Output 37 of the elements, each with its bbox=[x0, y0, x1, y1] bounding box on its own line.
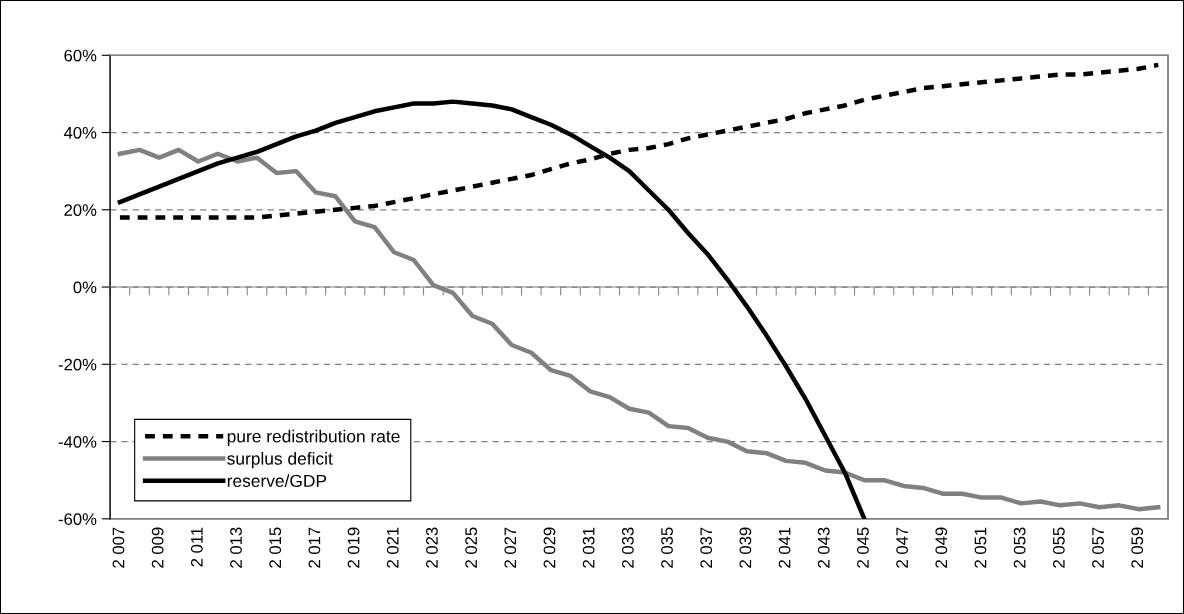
x-tick-label: 2 035 bbox=[661, 527, 673, 568]
x-tick-label: 2 025 bbox=[465, 527, 478, 568]
x-tick-label: 2 017 bbox=[308, 527, 321, 568]
x-tick-label: 2 037 bbox=[700, 527, 713, 568]
y-tick-label: 60% bbox=[64, 49, 97, 62]
x-tick-label: 2 023 bbox=[426, 527, 438, 568]
x-tick-label: 2 051 bbox=[974, 527, 987, 568]
x-tick-label: 2 043 bbox=[817, 527, 830, 568]
x-tick-label: 2 055 bbox=[1052, 527, 1065, 568]
x-tick-label: 2 027 bbox=[504, 527, 517, 568]
x-tick-label: 2 057 bbox=[1092, 527, 1104, 568]
x-tick-label: 2 039 bbox=[739, 527, 752, 568]
legend-label: pure redistribution rate bbox=[227, 429, 400, 446]
y-tick-label: 20% bbox=[64, 204, 97, 216]
x-tick-label: 2 053 bbox=[1013, 527, 1026, 568]
x-tick-label: 2 045 bbox=[857, 527, 869, 568]
legend-label: surplus deficit bbox=[227, 452, 333, 469]
x-tick-label: 2 029 bbox=[543, 527, 556, 568]
x-tick-label: 2 059 bbox=[1131, 527, 1144, 568]
x-tick-label: 2 015 bbox=[269, 527, 282, 568]
y-tick-label: -60% bbox=[58, 513, 97, 526]
y-tick-label: 0% bbox=[73, 281, 97, 294]
x-tick-label: 2 049 bbox=[935, 527, 948, 568]
x-tick-label: 2 033 bbox=[621, 527, 634, 568]
x-tick-label: 2 031 bbox=[582, 527, 595, 568]
legend-label: reserve/GDP bbox=[227, 474, 327, 488]
x-tick-label: 2 041 bbox=[778, 527, 791, 568]
x-tick-label: 2 013 bbox=[230, 527, 242, 568]
x-tick-label: 2 011 bbox=[190, 527, 203, 567]
x-tick-label: 2 009 bbox=[151, 527, 164, 568]
x-tick-label: 2 007 bbox=[112, 527, 125, 568]
y-tick-label: -40% bbox=[58, 435, 97, 448]
y-tick-label: 40% bbox=[63, 126, 97, 139]
y-tick-label: -20% bbox=[58, 358, 97, 371]
x-tick-label: 2 021 bbox=[386, 527, 399, 568]
x-tick-label: 2 047 bbox=[896, 527, 909, 568]
x-tick-label: 2 019 bbox=[347, 527, 360, 568]
